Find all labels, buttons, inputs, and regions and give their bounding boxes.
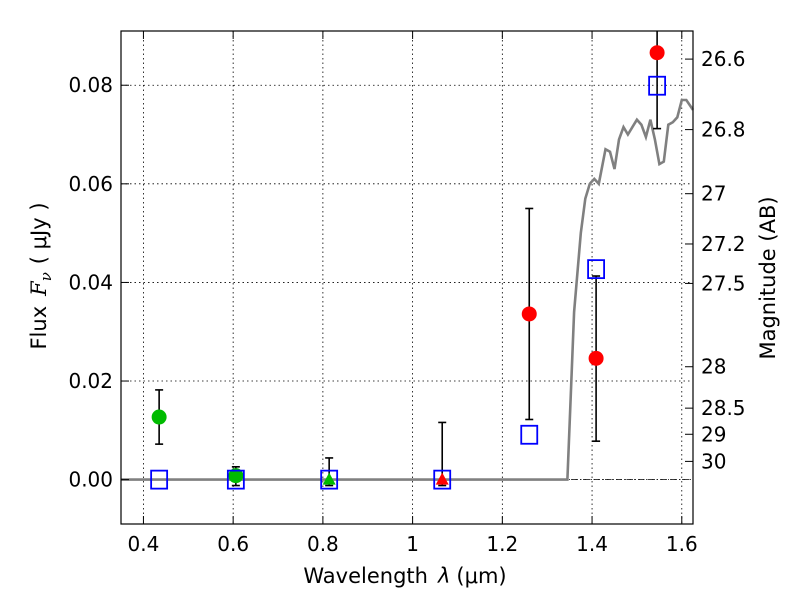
y2-tick-label: 28.5 (701, 396, 746, 420)
y2-tick-label: 29 (701, 422, 726, 446)
y2-tick-label: 26.8 (701, 118, 746, 142)
x-tick-label: 1.4 (576, 532, 608, 556)
y-tick-label: 0.00 (68, 468, 113, 492)
data-point-triangle (435, 472, 449, 485)
data-point-square (587, 259, 605, 280)
ticks-layer: 0.4 0.6 0.8 1 1.2 1.4 1.6 0.00 0.02 0.04 0.06 0.08 2… (68, 31, 746, 556)
data-point-square (433, 469, 452, 490)
model-sed-line (121, 98, 695, 481)
data-point-triangle (322, 472, 336, 485)
x-axis-label: Wavelength λ (μm) (303, 564, 506, 588)
x-tick-label: 1 (406, 532, 419, 556)
plot-frame (120, 30, 694, 525)
y-tick-label: 0.06 (68, 172, 113, 196)
data-point-circle (228, 468, 244, 484)
y-tick-label: 0.02 (68, 369, 113, 393)
y-tick-label: 0.04 (68, 270, 113, 294)
x-tick-label: 1.6 (666, 532, 698, 556)
model-sed-layer (121, 98, 695, 481)
x-tick-label: 0.8 (307, 532, 339, 556)
y2-tick-label: 27.2 (701, 232, 746, 256)
y-axis-label: FluxFν( μJy ) (27, 202, 55, 349)
y2-tick-label: 27 (701, 182, 726, 206)
y-tick-label: 0.08 (68, 73, 113, 97)
data-point-square (226, 469, 245, 490)
data-point-square (150, 469, 169, 490)
y2-tick-label: 26.6 (701, 47, 746, 71)
grid-lines (121, 31, 693, 524)
data-point-square (648, 75, 667, 96)
data-point-circle (588, 350, 604, 366)
data-point-circle (649, 45, 665, 61)
y2-axis-label: Magnitude (AB) (756, 196, 780, 359)
y2-tick-label: 27.5 (701, 271, 746, 295)
data-point-square (320, 469, 339, 490)
x-tick-label: 0.6 (217, 532, 249, 556)
data-point-circle (521, 306, 537, 322)
data-point-circle (151, 409, 167, 425)
x-tick-label: 0.4 (128, 532, 160, 556)
markers-layer (150, 45, 667, 490)
y2-tick-label: 28 (701, 355, 726, 379)
y2-tick-label: 30 (701, 449, 726, 473)
x-tick-label: 1.2 (486, 532, 518, 556)
data-point-square (520, 424, 539, 445)
